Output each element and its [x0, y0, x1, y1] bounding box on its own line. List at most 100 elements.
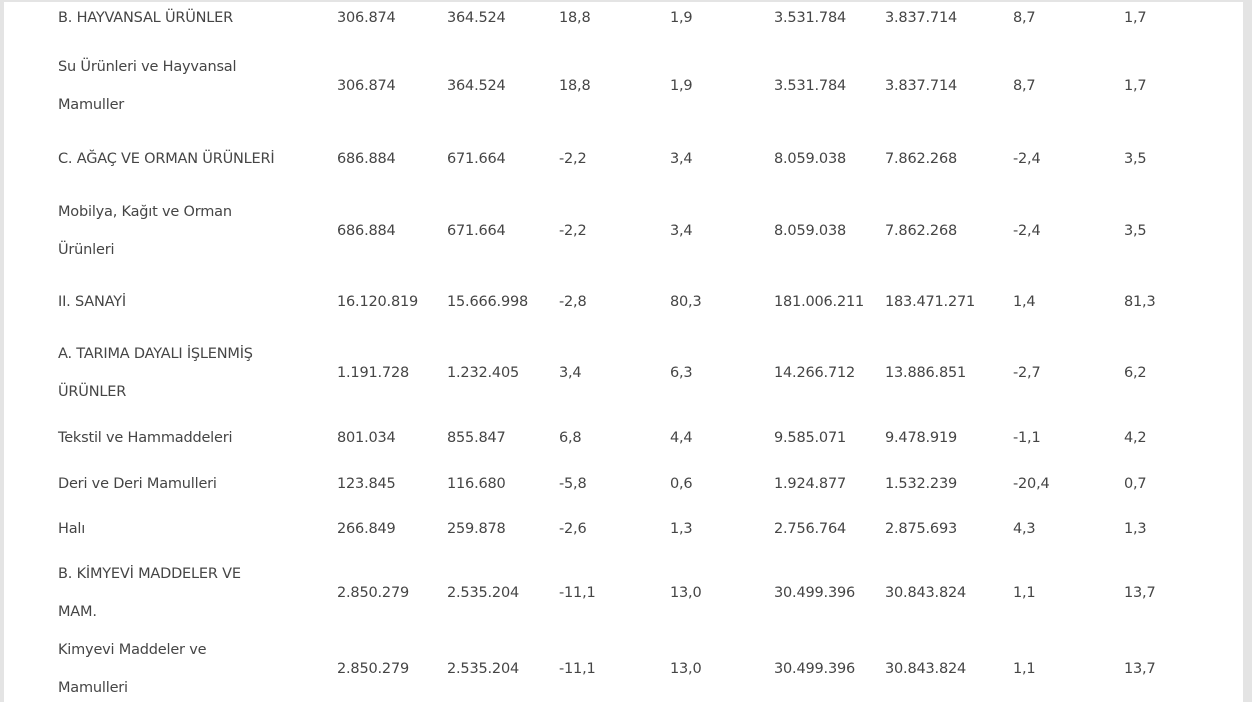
value-cell: -2,2 — [559, 150, 587, 167]
value-cell: 2.535.204 — [447, 585, 519, 601]
value-cell: 7.862.268 — [885, 150, 957, 167]
row-label-line: Tekstil ve Hammaddeleri — [58, 429, 233, 446]
value-cell: 30.499.396 — [774, 661, 856, 677]
value-cell: 1,1 — [1013, 585, 1036, 601]
value-cell: 1.532.239 — [885, 475, 957, 492]
value-cell: 1.232.405 — [447, 365, 519, 381]
value-cell: 9.478.919 — [885, 429, 957, 446]
table-row: Kimyevi Maddeler ve Mamulleri 2.850.279 2.5… — [58, 631, 1224, 702]
row-label: II. SANAYİ — [58, 269, 337, 335]
row-label-line: C. AĞAÇ VE ORMAN ÜRÜNLERİ — [58, 150, 275, 167]
table-row: B. HAYVANSAL ÜRÜNLER 306.874 364.524 18,8 1,… — [58, 2, 1224, 48]
table-row: C. AĞAÇ VE ORMAN ÜRÜNLERİ 686.884 671.664 -… — [58, 124, 1224, 193]
value-cell: 3.531.784 — [774, 10, 846, 26]
row-label-line: Mobilya, Kağıt ve Orman — [58, 204, 232, 220]
value-cell: 8.059.038 — [774, 223, 846, 239]
value-cell: 266.849 — [337, 521, 396, 537]
value-cell: 14.266.712 — [774, 365, 856, 381]
table-row: Mobilya, Kağıt ve Orman Ürünleri 686.884 67… — [58, 193, 1224, 269]
value-cell: -11,1 — [559, 585, 596, 601]
row-label-line: B. KİMYEVİ MADDELER VE — [58, 566, 241, 582]
value-cell: 3.837.714 — [885, 78, 957, 94]
row-label-line: A. TARIMA DAYALI İŞLENMİŞ — [58, 346, 253, 362]
export-table-panel: B. HAYVANSAL ÜRÜNLER 306.874 364.524 18,8 1,… — [4, 2, 1243, 702]
row-label-line: B. HAYVANSAL ÜRÜNLER — [58, 10, 234, 26]
value-cell: -2,2 — [559, 223, 587, 239]
row-label-line: ÜRÜNLER — [58, 384, 127, 400]
value-cell: 9.585.071 — [774, 429, 846, 446]
value-cell: 2.850.279 — [337, 661, 409, 677]
value-cell: 3,5 — [1124, 150, 1147, 167]
value-cell: 2.535.204 — [447, 661, 519, 677]
row-label-line: Halı — [58, 521, 86, 537]
value-cell: 1,3 — [670, 521, 693, 537]
value-cell: -2,4 — [1013, 223, 1041, 239]
value-cell: 30.843.824 — [885, 585, 967, 601]
row-label: Halı — [58, 503, 337, 555]
row-label: B. KİMYEVİ MADDELER VE MAM. — [58, 555, 337, 631]
row-label-line: II. SANAYİ — [58, 294, 126, 310]
value-cell: 1,3 — [1124, 521, 1147, 537]
table-row: Halı 266.849 259.878 -2,6 1,3 2.756.764 2.875.… — [58, 503, 1224, 555]
value-cell: 364.524 — [447, 10, 506, 26]
table-row: Su Ürünleri ve Hayvansal Mamuller 306.874 3… — [58, 48, 1224, 124]
value-cell: 13,0 — [670, 585, 702, 601]
value-cell: 1,4 — [1013, 294, 1036, 310]
value-cell: 8.059.038 — [774, 150, 846, 167]
row-label-line: Mamuller — [58, 97, 125, 113]
value-cell: 183.471.271 — [885, 294, 976, 310]
row-label: B. HAYVANSAL ÜRÜNLER — [58, 2, 337, 48]
value-cell: 0,7 — [1124, 475, 1147, 492]
value-cell: 30.499.396 — [774, 585, 856, 601]
value-cell: 4,2 — [1124, 429, 1147, 446]
value-cell: 30.843.824 — [885, 661, 967, 677]
row-label: Deri ve Deri Mamulleri — [58, 464, 337, 503]
value-cell: 1,9 — [670, 78, 693, 94]
value-cell: 16.120.819 — [337, 294, 419, 310]
value-cell: 671.664 — [447, 150, 506, 167]
row-label: Kimyevi Maddeler ve Mamulleri — [58, 631, 337, 702]
value-cell: -2,8 — [559, 294, 587, 310]
value-cell: 81,3 — [1124, 294, 1156, 310]
table-row: II. SANAYİ 16.120.819 15.666.998 -2,8 80,3 18… — [58, 269, 1224, 335]
value-cell: 1,7 — [1124, 10, 1147, 26]
value-cell: 13.886.851 — [885, 365, 967, 381]
row-label: Mobilya, Kağıt ve Orman Ürünleri — [58, 193, 337, 269]
value-cell: 1,7 — [1124, 78, 1147, 94]
row-label: C. AĞAÇ VE ORMAN ÜRÜNLERİ — [58, 124, 337, 193]
value-cell: 6,8 — [559, 429, 582, 446]
row-label-line: Ürünleri — [58, 242, 115, 258]
value-cell: 3,4 — [670, 223, 693, 239]
value-cell: 6,2 — [1124, 365, 1147, 381]
value-cell: 15.666.998 — [447, 294, 529, 310]
value-cell: 0,6 — [670, 475, 693, 492]
value-cell: 6,3 — [670, 365, 693, 381]
value-cell: 686.884 — [337, 223, 396, 239]
value-cell: -11,1 — [559, 661, 596, 677]
value-cell: 123.845 — [337, 475, 396, 492]
value-cell: 13,7 — [1124, 585, 1156, 601]
value-cell: 8,7 — [1013, 78, 1036, 94]
value-cell: -5,8 — [559, 475, 587, 492]
value-cell: -1,1 — [1013, 429, 1041, 446]
table-row: Deri ve Deri Mamulleri 123.845 116.680 -5,8… — [58, 464, 1224, 503]
value-cell: 306.874 — [337, 78, 396, 94]
value-cell: 18,8 — [559, 78, 591, 94]
table-row: A. TARIMA DAYALI İŞLENMİŞ ÜRÜNLER 1.191.72… — [58, 335, 1224, 411]
value-cell: 2.875.693 — [885, 521, 957, 537]
value-cell: 3.837.714 — [885, 10, 957, 26]
value-cell: 686.884 — [337, 150, 396, 167]
row-label-line: Su Ürünleri ve Hayvansal — [58, 59, 237, 75]
table-row: Tekstil ve Hammaddeleri 801.034 855.847 6,8… — [58, 411, 1224, 464]
value-cell: 855.847 — [447, 429, 506, 446]
value-cell: 4,4 — [670, 429, 693, 446]
value-cell: 13,7 — [1124, 661, 1156, 677]
value-cell: 13,0 — [670, 661, 702, 677]
value-cell: 259.878 — [447, 521, 506, 537]
value-cell: -20,4 — [1013, 475, 1050, 492]
value-cell: 8,7 — [1013, 10, 1036, 26]
value-cell: 671.664 — [447, 223, 506, 239]
row-label-line: MAM. — [58, 604, 97, 620]
value-cell: -2,7 — [1013, 365, 1041, 381]
row-label: A. TARIMA DAYALI İŞLENMİŞ ÜRÜNLER — [58, 335, 337, 411]
